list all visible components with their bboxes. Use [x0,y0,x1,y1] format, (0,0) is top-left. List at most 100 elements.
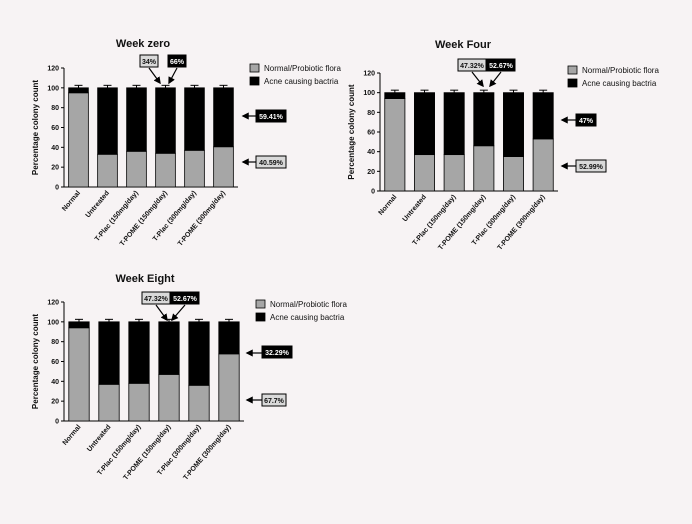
annotation-box [170,291,200,305]
bar-segment-acne [68,321,90,329]
y-tick-label: 80 [51,339,59,346]
bar-segment-acne [532,92,554,140]
annotation-box [457,58,487,72]
chart-title: Week Four [435,39,492,51]
annotation-label: 34% [142,59,157,66]
y-tick-label: 80 [51,105,59,112]
y-tick-label: 0 [55,185,59,192]
annotation-arrow [168,67,178,85]
bar-segment-probiotic [126,150,147,188]
bar-segment-acne [443,92,465,156]
bar-segment-acne [218,321,240,355]
annotation-arrow [155,304,168,322]
legend-label: Normal/Probiotic flora [582,66,659,75]
bar-segment-acne [158,321,180,375]
y-axis-label: Percentage colony count [31,80,40,175]
y-tick-label: 40 [51,379,59,386]
bar-segment-probiotic [218,353,240,422]
y-tick-label: 100 [363,90,375,97]
bar-segment-probiotic [158,373,180,422]
y-tick-label: 60 [51,359,59,366]
y-axis-label: Percentage colony count [31,314,40,409]
annotation-label: 59.41% [259,114,284,121]
annotation-label: 52.67% [489,63,514,70]
y-tick-label: 80 [367,110,375,117]
bar-segment-probiotic [68,327,90,422]
y-tick-label: 120 [47,300,59,307]
bar-segment-probiotic [97,153,118,188]
bar-segment-acne [384,92,406,99]
chart-title: Week zero [116,38,170,50]
x-tick-label: Untreated [85,190,111,220]
bar-segment-acne [126,87,147,152]
annotation-arrow [471,71,484,88]
bar-segment-acne [155,87,176,154]
legend-swatch [249,76,260,86]
y-tick-label: 120 [47,66,59,73]
legend-label: Normal/Probiotic flora [270,300,347,309]
y-tick-label: 20 [367,169,375,176]
bar-segment-acne [213,87,234,148]
bar-segment-probiotic [473,145,495,192]
x-tick-label: Normal [61,190,82,213]
annotation-label: 66% [170,59,185,66]
annotation-arrow [148,67,161,85]
bar-segment-probiotic [384,98,406,192]
bar-segment-acne [68,87,89,94]
annotation-label: 52.67% [173,296,198,303]
bar-segment-acne [503,92,524,157]
annotation-box [141,291,171,305]
legend-label: Acne causing bactria [582,79,657,88]
bar-segment-probiotic [188,384,210,422]
bar-segment-probiotic [414,154,435,192]
legend-label: Acne causing bactria [264,77,339,86]
bar-segment-probiotic [532,138,554,192]
x-tick-label: Normal [377,194,398,217]
bar-segment-acne [98,321,120,385]
annotation-box [486,58,516,72]
annotation-label: 67.7% [264,398,285,405]
y-tick-label: 60 [367,130,375,137]
bar-segment-acne [97,87,118,155]
legend-swatch [567,65,578,75]
chart-panel-2: Week Four Percentage colony count 0 20 40 60 8… [347,39,659,252]
legend-swatch [567,78,578,88]
legend-label: Acne causing bactria [270,313,345,322]
y-tick-label: 0 [371,189,375,196]
annotation-label: 32.29% [265,350,290,357]
bar-segment-acne [414,92,435,156]
legend-swatch [255,299,266,309]
annotation-box [261,345,293,359]
y-tick-label: 0 [55,419,59,426]
y-tick-label: 20 [51,165,59,172]
x-tick-label: Untreated [86,424,112,454]
y-axis-label: Percentage colony count [347,84,356,179]
bar-segment-probiotic [128,382,150,422]
annotation-box [139,54,159,68]
bar-segment-acne [473,92,495,147]
annotation-label: 40.59% [259,160,284,167]
y-tick-label: 120 [363,71,375,78]
annotation-label: 47% [579,118,594,125]
bar-segment-probiotic [184,149,205,188]
bar-segment-acne [184,87,205,151]
bar-segment-acne [128,321,150,384]
bar-segment-probiotic [155,152,176,188]
chart-title: Week Eight [115,273,174,285]
bar-segment-probiotic [68,92,89,188]
annotation-box [167,54,187,68]
y-tick-label: 40 [367,149,375,156]
annotation-label: 47.32% [460,63,485,70]
y-tick-label: 100 [47,319,59,326]
bar-segment-acne [188,321,210,386]
x-tick-label: Untreated [402,194,428,224]
x-tick-label: Normal [62,424,83,447]
bar-segment-probiotic [98,383,120,422]
y-tick-label: 100 [47,85,59,92]
bar-segment-probiotic [213,146,234,188]
y-tick-label: 60 [51,125,59,132]
y-tick-label: 40 [51,145,59,152]
annotation-arrow [171,304,186,322]
annotation-label: 47.32% [144,296,169,303]
